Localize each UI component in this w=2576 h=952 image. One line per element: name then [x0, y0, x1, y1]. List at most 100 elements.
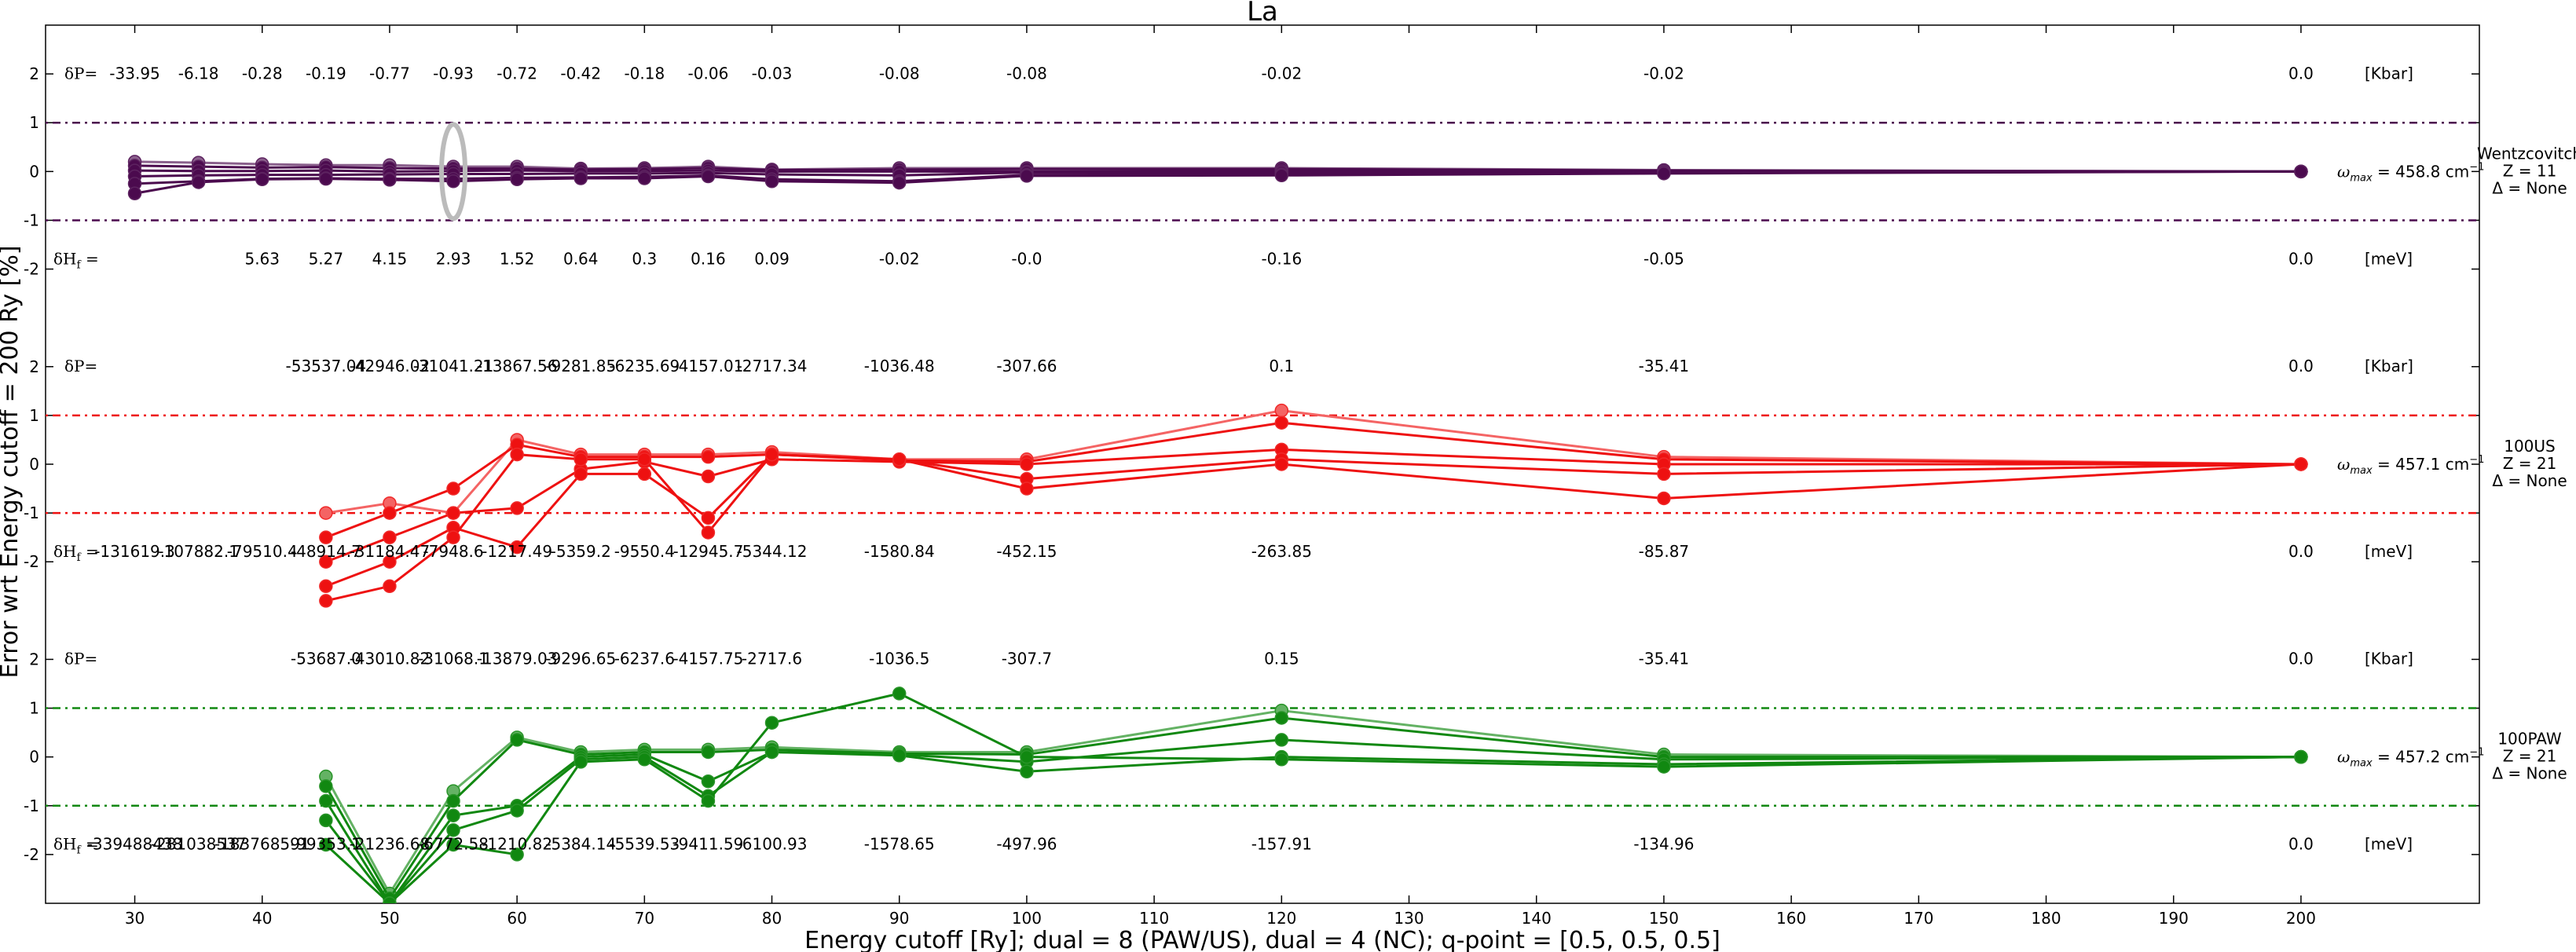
- x-tick-label: 140: [1522, 909, 1552, 928]
- y-tick-label: -1: [24, 796, 39, 815]
- data-point: [446, 506, 460, 520]
- y-tick-label: 2: [29, 357, 39, 376]
- delta-h-value: -497.96: [996, 835, 1057, 854]
- delta-h-value: 5.27: [309, 249, 344, 268]
- delta-p-value: -0.42: [560, 64, 601, 82]
- delta-h-value: -5359.2: [551, 542, 611, 561]
- data-point: [637, 171, 652, 185]
- delta-h-value: -99353.1: [291, 835, 361, 854]
- panel-name-label: Z = 11: [2503, 161, 2557, 180]
- delta-h-value: -31184.47: [350, 542, 431, 561]
- data-point: [383, 579, 397, 594]
- data-point: [383, 506, 397, 520]
- delta-p-value: -2717.6: [742, 650, 802, 668]
- x-tick-label: 90: [889, 909, 909, 928]
- data-point: [446, 837, 460, 852]
- y-tick-label: -2: [24, 845, 39, 864]
- panel-name-label: Z = 21: [2503, 747, 2557, 766]
- delta-p-value: 0.0: [2288, 64, 2314, 82]
- delta-h-value: -107882.1: [158, 542, 239, 561]
- delta-p-value: -43010.82: [350, 650, 431, 668]
- highlight-ellipse: [439, 122, 468, 222]
- delta-p-value: -13879.03: [477, 650, 558, 668]
- y-tick-label: 0: [29, 455, 39, 474]
- delta-h-label: δHf =: [53, 249, 99, 271]
- data-point: [319, 813, 333, 828]
- panel-wentzcovitch: 2 1 0 -1 -2 δP= -33.95 -6.18 -0.28 -0.19 -0.77 -0.9…: [24, 64, 2576, 278]
- delta-h-value: 0.0: [2288, 542, 2314, 561]
- x-tick-label: 30: [125, 909, 145, 928]
- delta-h-value: -9411.59: [672, 835, 743, 854]
- data-point: [510, 540, 524, 555]
- delta-p-value: -1036.48: [864, 357, 935, 375]
- delta-p-unit: [Kbar]: [2365, 64, 2413, 82]
- data-point: [2294, 749, 2308, 764]
- delta-h-value: -0.16: [1261, 249, 1302, 268]
- delta-h-value: 0.09: [754, 249, 790, 268]
- plot-area: 30 40 50 60 70 80 90 100 110 120 130 140 150 160 170 18…: [24, 24, 2576, 928]
- delta-p-value: -4157.01: [672, 357, 743, 375]
- delta-h-value: -5344.12: [737, 542, 808, 561]
- delta-h-value: -0.0: [1011, 249, 1042, 268]
- panel-name-label: Z = 21: [2503, 454, 2557, 473]
- y-tick-label: -1: [24, 503, 39, 522]
- x-tick-label: 110: [1139, 909, 1169, 928]
- data-point: [383, 896, 397, 903]
- data-point: [1274, 416, 1289, 430]
- data-point: [701, 511, 716, 525]
- panel-name-label: Δ = None: [2492, 471, 2567, 490]
- x-tick-label: 150: [1649, 909, 1679, 928]
- data-point: [1274, 168, 1289, 183]
- data-point: [2294, 457, 2308, 471]
- panel-name-label: Wentzcovitch: [2477, 144, 2576, 163]
- delta-p-unit: [Kbar]: [2365, 357, 2413, 375]
- series-line: [324, 750, 2301, 903]
- delta-p-unit: [Kbar]: [2365, 650, 2413, 668]
- data-point: [1274, 711, 1289, 725]
- delta-h-unit: [meV]: [2365, 249, 2413, 268]
- data-point: [510, 804, 524, 818]
- delta-p-value: -0.93: [433, 64, 474, 82]
- delta-p-value: -0.18: [624, 64, 665, 82]
- data-point: [701, 793, 716, 808]
- delta-h-value: 1.52: [500, 249, 535, 268]
- data-point: [573, 467, 588, 481]
- delta-h-value: -5384.14: [545, 835, 616, 854]
- delta-p-value: -42946.02: [350, 357, 431, 375]
- series-line: [324, 709, 2301, 896]
- data-point: [637, 752, 652, 767]
- delta-p-value: -0.77: [369, 64, 410, 82]
- data-point: [1657, 167, 1671, 181]
- data-point: [191, 175, 206, 189]
- data-point: [573, 171, 588, 185]
- delta-p-value: -6237.6: [614, 650, 675, 668]
- delta-p-value: -0.02: [1261, 64, 1302, 82]
- delta-h-value: -21236.68: [350, 835, 431, 854]
- delta-h-value: -12945.7: [672, 542, 743, 561]
- series-line: [325, 453, 2302, 602]
- data-point: [510, 501, 524, 515]
- x-tick-label: 200: [2286, 909, 2316, 928]
- data-point: [319, 579, 333, 594]
- series-group: [127, 155, 2308, 201]
- delta-p-value: -53537.04: [286, 357, 367, 375]
- data-point: [764, 745, 779, 760]
- delta-h-value: -183768591: [214, 835, 310, 854]
- delta-p-value: -0.19: [306, 64, 346, 82]
- y-tick-label: 1: [29, 406, 39, 425]
- data-point: [319, 506, 333, 520]
- series-line: [134, 170, 2301, 195]
- data-point: [701, 469, 716, 484]
- delta-h-value: -131619.3: [94, 542, 175, 561]
- data-point: [319, 837, 333, 852]
- delta-h-value: 5.63: [244, 249, 280, 268]
- delta-p-value: 0.15: [1264, 650, 1299, 668]
- delta-p-value: -0.06: [688, 64, 729, 82]
- delta-p-value: -9296.65: [545, 650, 616, 668]
- delta-p-value: -9281.85: [545, 357, 616, 375]
- delta-p-value: 0.0: [2288, 650, 2314, 668]
- series-line: [324, 692, 2301, 903]
- delta-p-value: -307.7: [1002, 650, 1052, 668]
- data-point: [319, 793, 333, 808]
- x-tick-label: 190: [2159, 909, 2189, 928]
